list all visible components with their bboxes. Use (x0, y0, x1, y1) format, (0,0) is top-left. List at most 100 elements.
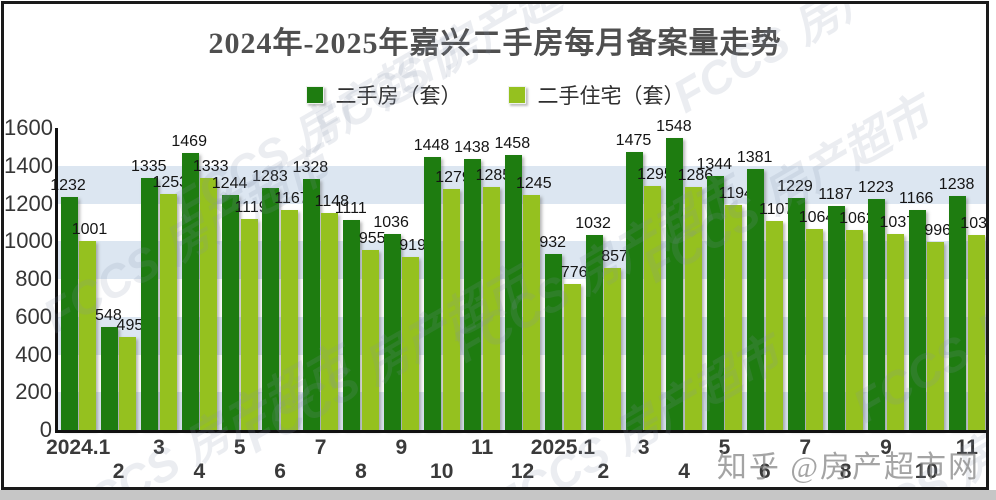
bar-value-label: 1253 (152, 173, 189, 191)
bar-value-label: 1333 (192, 158, 229, 176)
series2-swatch-icon (507, 86, 526, 104)
legend: 二手房（套） 二手住宅（套） (4, 80, 986, 110)
x-axis-label-2025.1: 2025.1 (530, 436, 596, 459)
x-axis-label-9: 9 (880, 436, 892, 459)
bar-series2-10 (442, 188, 460, 430)
y-axis-tick-label: 1600 (4, 115, 53, 140)
bar-value-label: 1475 (615, 131, 652, 149)
image-bottom-shadow (0, 490, 996, 500)
bar-series2-9 (402, 256, 420, 430)
bar-value-label: 548 (95, 306, 122, 324)
x-axis-label-3: 3 (637, 436, 650, 459)
bar-series1-4 (666, 137, 684, 430)
y-axis-tick-label: 0 (39, 417, 52, 442)
bar-series1-11 (949, 196, 967, 430)
bar-series1-8 (343, 220, 361, 430)
bar-series2-2 (604, 268, 622, 430)
x-axis-label-2: 2 (112, 460, 125, 483)
bar-series2-10 (927, 242, 945, 430)
y-axis-line (55, 128, 58, 433)
bar-value-label: 919 (399, 236, 426, 254)
y-axis-tick-label: 1000 (4, 228, 53, 254)
bar-series2-8 (846, 229, 864, 430)
x-axis-label-10: 10 (914, 460, 939, 483)
x-axis-label-8: 8 (355, 460, 367, 483)
bar-value-label: 1448 (413, 136, 450, 154)
bar-value-label: 1119 (234, 198, 268, 216)
bar-series1-10 (424, 156, 442, 430)
x-axis-label-6: 6 (274, 460, 286, 483)
bar-series1-3 (141, 178, 159, 430)
bar-series2-2025.1 (563, 283, 581, 430)
bar-value-label: 1285 (475, 167, 512, 185)
bar-value-label: 932 (539, 234, 567, 252)
y-axis-tick-label: 200 (15, 379, 52, 405)
bar-series2-11 (482, 187, 500, 430)
bar-value-label: 1295 (637, 165, 673, 183)
x-axis-label-7: 7 (314, 436, 327, 459)
bar-value-label: 1286 (677, 167, 714, 185)
bar-series1-7 (787, 198, 805, 430)
x-axis-label-4: 4 (193, 460, 206, 483)
x-axis-label-7: 7 (799, 436, 812, 459)
bar-value-label: 996 (924, 222, 952, 240)
x-axis-line (55, 430, 986, 433)
x-axis-label-5: 5 (718, 436, 731, 459)
bar-series2-6 (765, 221, 783, 430)
bar-value-label: 1245 (516, 175, 552, 193)
x-axis-label-5: 5 (233, 436, 246, 459)
x-axis-label-2: 2 (597, 460, 610, 483)
bar-series2-8 (361, 249, 379, 430)
y-axis-tick-label: 600 (15, 303, 52, 329)
bar-series1-4 (181, 152, 199, 430)
bar-value-label: 1244 (211, 175, 248, 193)
bar-value-label: 1344 (696, 156, 733, 174)
bar-series2-2024.1 (79, 241, 96, 430)
bar-series1-8 (827, 205, 845, 430)
bar-series2-12 (523, 195, 541, 430)
bar-series2-6 (280, 209, 298, 430)
bar-value-label: 1031 (960, 215, 987, 233)
x-axis-label-11: 11 (955, 436, 978, 459)
bar-series2-9 (886, 234, 904, 430)
x-axis-label-4: 4 (678, 460, 690, 483)
bar-value-label: 857 (601, 248, 628, 266)
bar-series1-9 (868, 199, 886, 430)
grid-band (58, 128, 986, 166)
x-axis-label-6: 6 (759, 460, 771, 483)
bar-series2-11 (967, 235, 985, 430)
bar-value-label: 1036 (373, 214, 409, 232)
bar-series1-10 (908, 209, 926, 430)
bar-series1-2024.1 (60, 197, 78, 430)
bar-value-label: 776 (560, 263, 588, 281)
chart-frame: 2024年-2025年嘉兴二手房每月备案量走势 二手房（套） 二手住宅（套） 1… (1, 1, 989, 490)
bar-value-label: 955 (358, 229, 386, 247)
bar-series2-3 (644, 185, 662, 430)
x-axis-label-2024.1: 2024.1 (46, 436, 111, 459)
x-axis-label-3: 3 (153, 436, 165, 459)
bar-series2-5 (725, 204, 743, 430)
bar-value-label: 1229 (777, 178, 813, 196)
bar-series1-3 (625, 151, 643, 430)
bar-value-label: 1166 (899, 189, 934, 207)
bar-value-label: 1064 (798, 209, 835, 227)
x-axis-label-9: 9 (395, 436, 408, 459)
bar-value-label: 1458 (494, 134, 531, 152)
bar-value-label: 1194 (718, 184, 753, 202)
bar-value-label: 1279 (435, 168, 471, 186)
bar-value-label: 1469 (171, 132, 207, 150)
bar-value-label: 1107 (758, 201, 794, 219)
bar-value-label: 1335 (130, 158, 167, 176)
plot-area: 1232 1001 548 495 1335 1253 1469 1333 1244 1119 12… (50, 118, 987, 430)
legend-label-series2: 二手住宅（套） (537, 84, 685, 108)
bar-series1-2 (585, 235, 603, 430)
bar-value-label: 495 (116, 316, 144, 334)
bar-value-label: 1548 (656, 117, 692, 135)
bar-value-label: 1223 (858, 179, 894, 197)
legend-item-ershouzhuzhai: 二手住宅（套） (507, 80, 685, 110)
y-axis-tick-label: 400 (15, 341, 52, 367)
x-axis-label-10: 10 (430, 460, 454, 483)
bar-series2-2 (119, 336, 137, 430)
bar-value-label: 1001 (71, 221, 108, 239)
bar-value-label: 1328 (292, 159, 329, 177)
